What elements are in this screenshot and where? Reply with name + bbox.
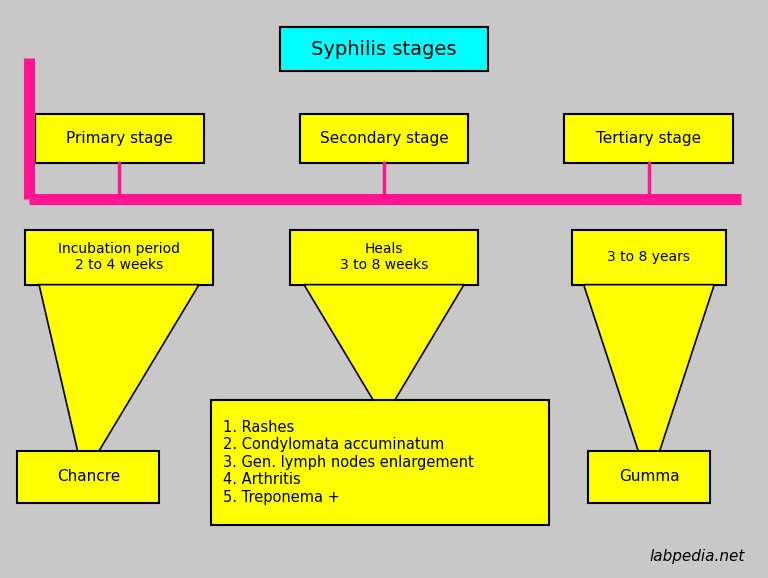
Text: 1. Rashes
2. Condylomata accuminatum
3. Gen. lymph nodes enlargement
4. Arthriti: 1. Rashes 2. Condylomata accuminatum 3. … (223, 420, 473, 505)
Text: Primary stage: Primary stage (66, 131, 172, 146)
FancyBboxPatch shape (211, 400, 549, 525)
FancyBboxPatch shape (300, 114, 468, 163)
FancyBboxPatch shape (290, 229, 478, 284)
Text: Gumma: Gumma (619, 469, 679, 484)
FancyBboxPatch shape (35, 114, 204, 163)
FancyBboxPatch shape (588, 451, 710, 503)
Text: 3 to 8 years: 3 to 8 years (607, 250, 690, 264)
FancyBboxPatch shape (280, 27, 488, 71)
Text: Incubation period
2 to 4 weeks: Incubation period 2 to 4 weeks (58, 242, 180, 272)
Text: Heals
3 to 8 weeks: Heals 3 to 8 weeks (339, 242, 429, 272)
FancyBboxPatch shape (25, 229, 213, 284)
Text: Secondary stage: Secondary stage (319, 131, 449, 146)
FancyBboxPatch shape (564, 114, 733, 163)
FancyBboxPatch shape (18, 451, 160, 503)
Text: Chancre: Chancre (57, 469, 120, 484)
Text: labpedia.net: labpedia.net (650, 549, 745, 564)
Polygon shape (304, 284, 464, 400)
Polygon shape (39, 284, 199, 451)
FancyBboxPatch shape (572, 229, 726, 284)
Polygon shape (584, 284, 714, 451)
Text: Tertiary stage: Tertiary stage (597, 131, 701, 146)
Text: Syphilis stages: Syphilis stages (311, 40, 457, 58)
